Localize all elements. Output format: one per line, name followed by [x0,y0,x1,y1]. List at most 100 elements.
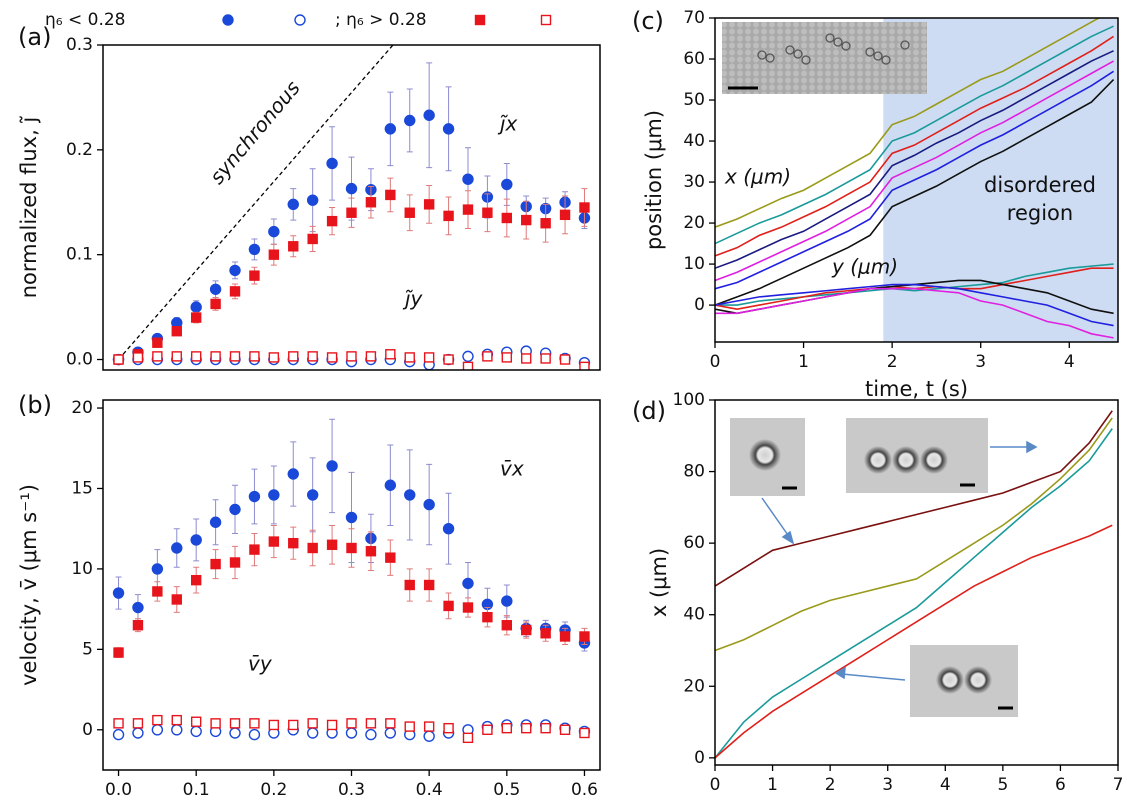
marker [113,647,124,658]
marker [501,212,513,224]
marker [152,337,163,348]
plot-area [112,62,591,370]
marker [306,489,319,501]
x-tick-label: 4 [1064,352,1075,372]
annotation: y (μm) [831,255,898,279]
marker [268,719,280,731]
x-tick-label: 0.2 [260,780,287,800]
marker [346,351,357,362]
marker [365,351,377,362]
x-tick-label: 0 [710,352,721,372]
marker [579,202,590,213]
marker [384,479,397,491]
x-tick-label: 0.1 [183,780,210,800]
marker [248,728,261,741]
annotation: v̄x [500,457,524,481]
marker [404,207,415,218]
x-tick-label: 4 [940,775,951,795]
marker [462,361,474,370]
x-axis-label: time, t (s) [865,377,968,401]
annotation: x (μm) [724,165,791,189]
marker [462,350,474,363]
marker [385,349,396,360]
marker [171,714,182,726]
y-tick-label: 70 [683,8,705,28]
marker [132,601,144,614]
marker [482,724,493,735]
marker [326,539,338,550]
y-tick-label: 40 [683,605,705,625]
y-tick-label: 20 [683,213,705,233]
marker [442,522,455,535]
x-tick-label: 0 [710,775,721,795]
marker [229,718,241,729]
panel-label: (c) [632,7,664,35]
marker [501,722,513,734]
marker [423,721,435,732]
x-tick-label: 6 [1055,775,1066,795]
marker [306,194,319,206]
marker [423,199,435,210]
marker [152,351,163,362]
marker [345,182,358,195]
marker [404,489,416,501]
panel-label: (b) [18,391,52,419]
marker [151,563,164,575]
marker [152,586,163,597]
marker [462,602,474,613]
marker [423,579,435,591]
x-tick-label: 0.4 [416,780,443,800]
x-tick-label: 3 [975,352,986,372]
y-axis-label: normalized flux, j̃ [17,115,41,298]
marker [171,351,182,362]
annotation: synchronous [205,76,305,189]
trace [715,524,1113,759]
marker [151,724,164,736]
panel-label: (d) [632,397,666,425]
plot-area [715,18,1115,339]
marker [210,718,221,729]
x-tick-label: 0.6 [571,780,598,800]
inset-chains [757,33,910,65]
marker [132,352,144,363]
marker [521,624,532,636]
plot-area [112,418,591,744]
marker [384,123,397,135]
y-tick-label: 0 [694,295,705,315]
marker [306,727,319,739]
trace [715,417,1113,652]
x-tick-label: 3 [882,775,893,795]
marker [229,286,241,297]
marker [345,727,358,739]
marker [501,352,513,363]
marker [287,198,299,211]
y-tick-label: 0.3 [66,35,93,55]
marker [249,718,260,729]
y-tick-label: 0 [82,720,93,740]
marker [249,544,260,555]
marker [540,218,551,229]
marker [540,722,551,734]
legend-label: η₆ < 0.28 [45,10,126,30]
trace [715,78,1115,306]
marker [579,361,590,370]
marker [190,301,202,313]
y-tick-label: 50 [683,90,705,110]
marker [326,460,338,472]
marker [384,727,397,739]
marker [365,718,377,729]
marker [326,719,338,731]
y-tick-label: 0.2 [66,140,93,160]
marker [190,725,202,738]
marker [501,178,513,191]
y-tick-label: 40 [683,131,705,151]
marker [346,207,357,218]
marker [209,283,222,295]
marker [559,724,571,735]
marker [521,353,532,364]
marker [288,241,299,252]
marker [210,298,221,310]
legend-marker [222,14,234,26]
marker [248,243,261,256]
annotation: region [1007,201,1073,225]
